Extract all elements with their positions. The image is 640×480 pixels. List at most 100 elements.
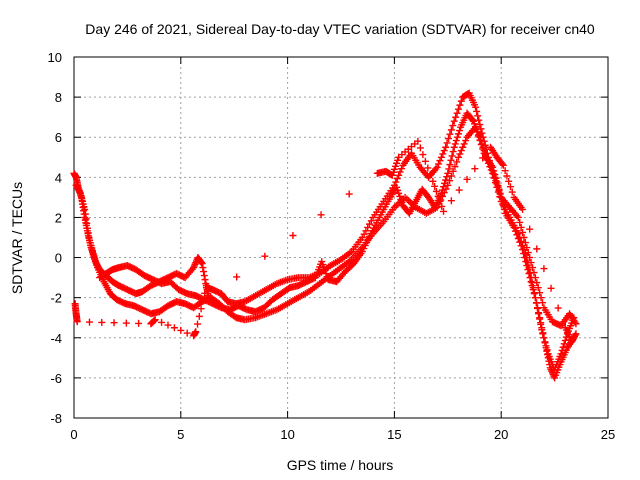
data-point bbox=[199, 264, 207, 272]
data-point bbox=[554, 304, 562, 312]
data-point bbox=[81, 205, 89, 213]
data-point bbox=[528, 282, 536, 290]
data-point bbox=[426, 171, 434, 179]
data-point bbox=[457, 97, 465, 105]
data-point bbox=[192, 328, 200, 336]
data-point bbox=[561, 336, 569, 344]
data-point bbox=[511, 227, 519, 235]
data-point bbox=[499, 161, 507, 169]
data-point bbox=[459, 143, 467, 151]
data-point bbox=[453, 109, 461, 117]
data-point bbox=[442, 143, 450, 151]
data-point bbox=[468, 116, 476, 124]
data-point bbox=[445, 135, 453, 143]
data-point bbox=[393, 175, 401, 183]
data-point bbox=[200, 272, 208, 280]
data-point bbox=[451, 163, 459, 171]
data-point bbox=[456, 150, 464, 158]
data-point bbox=[345, 190, 353, 198]
x-tick-label: 5 bbox=[177, 427, 184, 442]
data-point bbox=[519, 205, 527, 213]
data-point bbox=[523, 262, 531, 270]
data-point bbox=[439, 150, 447, 158]
y-tick-label: 4 bbox=[55, 170, 62, 185]
data-point bbox=[454, 130, 462, 138]
data-point bbox=[194, 320, 202, 328]
data-point bbox=[537, 320, 545, 328]
data-point bbox=[195, 312, 203, 320]
data-point bbox=[540, 334, 548, 342]
data-point bbox=[151, 316, 159, 324]
x-axis-label: GPS time / hours bbox=[287, 457, 394, 473]
data-point bbox=[98, 318, 106, 326]
data-point bbox=[547, 284, 555, 292]
data-point bbox=[543, 346, 551, 354]
data-point bbox=[135, 319, 143, 327]
data-point bbox=[538, 299, 546, 307]
data-point bbox=[395, 171, 403, 179]
data-point bbox=[200, 268, 208, 276]
data-point bbox=[455, 186, 463, 194]
data-point bbox=[527, 278, 535, 286]
data-point bbox=[396, 168, 404, 176]
data-point bbox=[205, 294, 213, 302]
data-point bbox=[521, 254, 529, 262]
data-point bbox=[539, 330, 547, 338]
data-points bbox=[70, 89, 580, 382]
data-point bbox=[472, 103, 480, 111]
data-point bbox=[529, 286, 537, 294]
data-point bbox=[85, 318, 93, 326]
data-point bbox=[495, 185, 503, 193]
axis-ticks: 0 5 10 15 20 25 -8 -6 -4 -2 0 2 4 6 8 10 bbox=[48, 50, 616, 442]
y-tick-label: -6 bbox=[50, 371, 62, 386]
data-point bbox=[514, 213, 522, 221]
data-point bbox=[558, 346, 566, 354]
data-point bbox=[443, 173, 451, 181]
data-point bbox=[531, 294, 539, 302]
data-point bbox=[496, 189, 504, 197]
data-point bbox=[457, 147, 465, 155]
data-point bbox=[497, 193, 505, 201]
data-point bbox=[489, 163, 497, 171]
data-point bbox=[570, 314, 578, 322]
data-point bbox=[477, 137, 485, 145]
y-tick-label: 2 bbox=[55, 210, 62, 225]
y-tick-label: -4 bbox=[50, 331, 62, 346]
data-point bbox=[498, 160, 506, 168]
data-point bbox=[493, 178, 501, 186]
data-point bbox=[440, 147, 448, 155]
data-point bbox=[572, 330, 580, 338]
data-point bbox=[494, 182, 502, 190]
data-point bbox=[508, 188, 516, 196]
data-point bbox=[433, 163, 441, 171]
data-point bbox=[437, 153, 445, 161]
data-point bbox=[416, 144, 424, 152]
data-point bbox=[522, 258, 530, 266]
data-point bbox=[473, 107, 481, 115]
data-point bbox=[536, 315, 544, 323]
data-point bbox=[503, 172, 511, 180]
data-point bbox=[454, 105, 462, 113]
data-point bbox=[516, 238, 524, 246]
x-tick-label: 25 bbox=[601, 427, 615, 442]
data-point bbox=[199, 297, 207, 305]
data-point bbox=[541, 338, 549, 346]
data-point bbox=[84, 229, 92, 237]
data-point bbox=[476, 133, 484, 141]
data-point bbox=[183, 329, 191, 337]
data-point bbox=[532, 299, 540, 307]
y-tick-label: 6 bbox=[55, 130, 62, 145]
data-point bbox=[450, 117, 458, 125]
data-point bbox=[524, 266, 532, 274]
data-point bbox=[442, 176, 450, 184]
data-point bbox=[530, 290, 538, 298]
data-point bbox=[538, 326, 546, 334]
data-point bbox=[81, 210, 89, 218]
data-point bbox=[481, 150, 489, 158]
data-point bbox=[446, 161, 454, 169]
data-point bbox=[456, 127, 464, 135]
data-point bbox=[514, 235, 522, 243]
data-point bbox=[158, 318, 166, 326]
data-point bbox=[505, 177, 513, 185]
